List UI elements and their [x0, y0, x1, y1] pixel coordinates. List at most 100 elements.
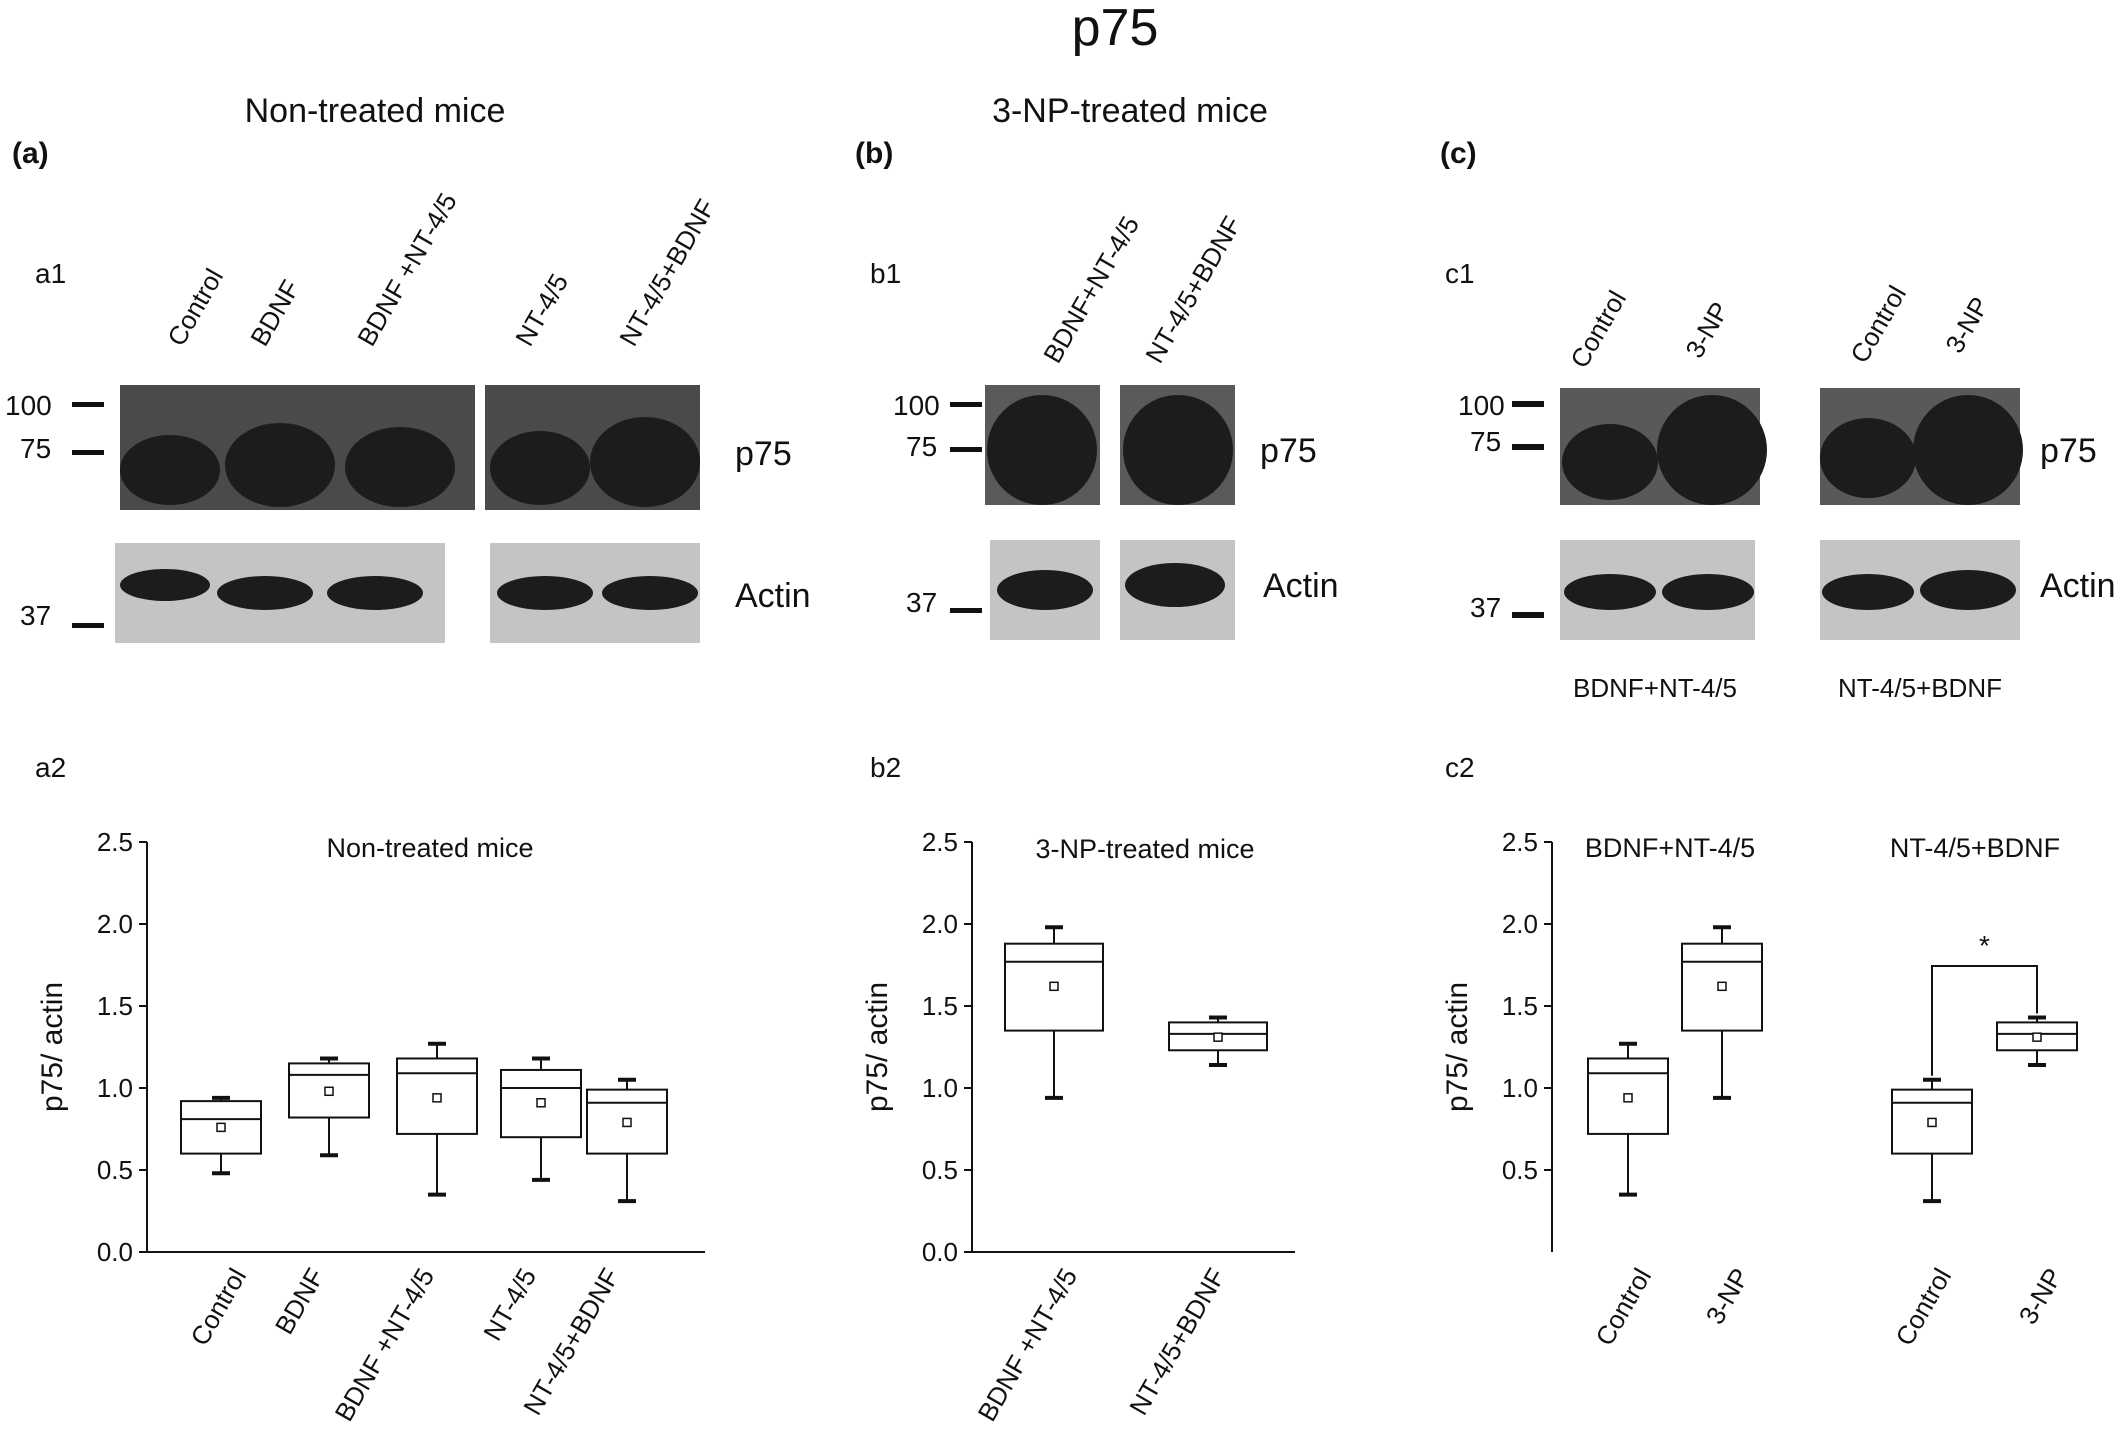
blot-c1-lane-label: 3-NP	[1939, 292, 1995, 358]
blot-c1-group-label: NT-4/5+BDNF	[1838, 673, 2002, 703]
protein-label-actin: Actin	[1263, 567, 1339, 605]
p75-band	[490, 431, 590, 505]
y-tick-label: 0.5	[922, 1155, 958, 1185]
y-tick-label: 1.0	[922, 1073, 958, 1103]
y-tick-label: 2.0	[97, 909, 133, 939]
protein-label-p75: p75	[2040, 432, 2097, 470]
marker-75: 75	[906, 431, 937, 462]
marker-37: 37	[20, 600, 51, 631]
y-axis-label: p75/ actin	[36, 982, 69, 1112]
box-mean-marker	[536, 1098, 546, 1108]
protein-label-actin: Actin	[2040, 567, 2116, 605]
chart-title: 3-NP-treated mice	[1035, 834, 1254, 864]
significance-star: *	[1979, 930, 1990, 961]
actin-band	[997, 570, 1093, 610]
marker-tick	[950, 402, 982, 407]
actin-band	[602, 576, 698, 610]
marker-tick	[1512, 444, 1544, 450]
blot-c1-lane-label: 3-NP	[1679, 297, 1735, 363]
blot-c1-lane-label: Control	[1844, 280, 1912, 368]
blot-c1: c1 Control 3-NP Control 3-NP 100 75 37 p…	[1445, 258, 2116, 703]
y-tick-label: 1.0	[97, 1073, 133, 1103]
y-tick-label: 2.0	[922, 909, 958, 939]
y-tick-label: 1.5	[1502, 991, 1538, 1021]
marker-100: 100	[1458, 390, 1505, 421]
actin-band	[497, 576, 593, 610]
x-tick-label: BDNF +NT-4/5	[329, 1263, 441, 1426]
group-label: NT-4/5+BDNF	[1890, 833, 2060, 863]
box-mean-marker	[1213, 1032, 1223, 1042]
protein-label-actin: Actin	[735, 577, 811, 615]
protein-label-p75: p75	[1260, 432, 1317, 470]
protein-label-p75: p75	[735, 435, 792, 473]
marker-tick	[1512, 612, 1544, 618]
chart-b2: 0.0 0.5 1.0 1.5 2.0 2.5 p75/ actin 3-NP-treated…	[861, 827, 1295, 1426]
box-mean-marker	[1623, 1093, 1633, 1103]
actin-band	[327, 576, 423, 610]
blot-b1: b1 BDNF+NT-4/5 NT-4/5+BDNF 100 75 37 p75…	[870, 211, 1339, 640]
actin-band	[1125, 563, 1225, 607]
blot-a1: a1 Control BDNF BDNF +NT-4/5 NT-4/5 NT-4…	[5, 188, 811, 643]
marker-tick	[72, 623, 104, 628]
p75-band	[590, 417, 700, 507]
panel-a-letter: (a)	[12, 137, 49, 170]
y-tick-label: 2.5	[97, 827, 133, 857]
marker-100: 100	[893, 390, 940, 421]
actin-band	[1822, 574, 1914, 610]
panel-a-heading: Non-treated mice	[245, 92, 506, 130]
box-mean-marker	[2032, 1032, 2042, 1042]
y-tick-label: 0.5	[1502, 1155, 1538, 1185]
blot-a1-lane-label: BDNF	[244, 275, 305, 351]
box-mean-marker	[216, 1122, 226, 1133]
actin-band	[1564, 574, 1656, 610]
blot-a1-lane-label: NT-4/5	[509, 268, 574, 351]
chart-c2-label: c2	[1445, 752, 1475, 783]
y-axis-label: p75/ actin	[1441, 982, 1474, 1112]
marker-37: 37	[1470, 592, 1501, 623]
marker-tick	[72, 450, 104, 455]
significance-bracket	[1931, 965, 2038, 1076]
x-tick-label: BDNF +NT-4/5	[972, 1263, 1084, 1426]
chart-c2: 0.5 1.0 1.5 2.0 2.5 p75/ actin BDNF+NT-4/5 NT-4…	[1441, 827, 2078, 1351]
blot-c1-group-label: BDNF+NT-4/5	[1573, 673, 1737, 703]
marker-75: 75	[1470, 426, 1501, 457]
y-axis-label: p75/ actin	[861, 982, 894, 1112]
y-tick-label: 1.5	[922, 991, 958, 1021]
blot-c1-label: c1	[1445, 258, 1475, 289]
marker-37: 37	[906, 587, 937, 618]
box-mean-marker	[324, 1086, 334, 1097]
p75-band	[987, 395, 1097, 505]
chart-title: Non-treated mice	[326, 833, 533, 863]
x-tick-label: NT-4/5	[477, 1263, 542, 1346]
panel-b-letter: (b)	[855, 137, 893, 170]
panel-b-heading: 3-NP-treated mice	[992, 92, 1268, 130]
blot-c1-lane-label: Control	[1564, 285, 1632, 373]
blot-a1-lane-label: Control	[161, 263, 229, 351]
blot-b1-label: b1	[870, 258, 901, 289]
box-mean-marker	[1049, 981, 1059, 992]
y-tick-label: 0.0	[97, 1237, 133, 1267]
x-tick-label: Control	[184, 1263, 252, 1351]
panel-c-letter: (c)	[1440, 137, 1477, 170]
actin-band	[1920, 570, 2016, 610]
y-tick-label: 1.5	[97, 991, 133, 1021]
blot-b1-lane-label: BDNF+NT-4/5	[1037, 211, 1145, 368]
p75-band	[120, 435, 220, 505]
blot-a1-lane-label: BDNF +NT-4/5	[351, 188, 463, 351]
box-mean-marker	[1927, 1117, 1937, 1128]
y-tick-label: 2.5	[1502, 827, 1538, 857]
box-mean-marker	[622, 1117, 632, 1128]
p75-band	[345, 427, 455, 507]
x-tick-label: NT-4/5+BDNF	[1123, 1263, 1231, 1420]
p75-band	[1913, 395, 2023, 505]
y-tick-label: 0.5	[97, 1155, 133, 1185]
y-tick-label: 2.0	[1502, 909, 1538, 939]
marker-tick	[1512, 401, 1544, 407]
y-tick-label: 0.0	[922, 1237, 958, 1267]
p75-band	[1820, 418, 1916, 498]
marker-75: 75	[20, 433, 51, 464]
y-tick-label: 2.5	[922, 827, 958, 857]
x-tick-label: Control	[1589, 1263, 1657, 1351]
p75-band	[1562, 424, 1658, 500]
